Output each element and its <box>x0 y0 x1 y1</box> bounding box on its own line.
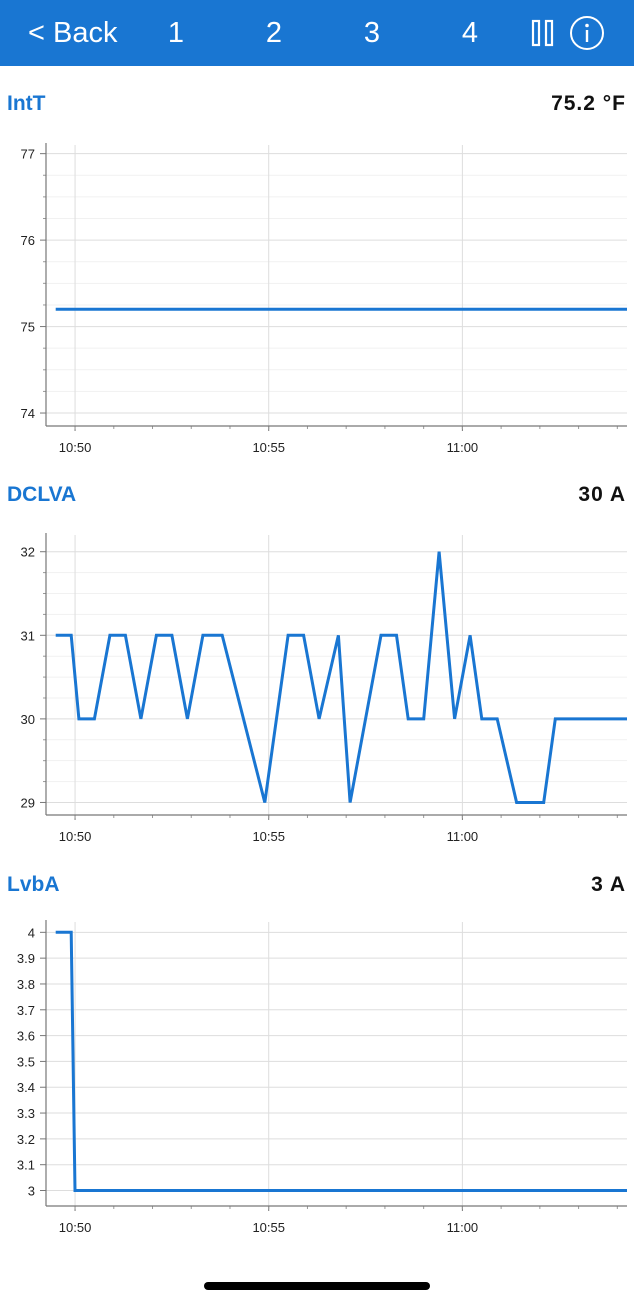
x-tick-label: 10:50 <box>59 829 92 844</box>
x-tick-label: 10:50 <box>59 440 92 455</box>
y-tick-label: 31 <box>21 628 35 643</box>
y-tick-label: 30 <box>21 712 35 727</box>
x-tick-label: 11:00 <box>447 440 479 455</box>
tab-4[interactable]: 4 <box>461 17 479 49</box>
home-indicator <box>204 1282 430 1290</box>
x-tick-label: 10:50 <box>59 1220 92 1235</box>
x-tick-label: 10:55 <box>252 440 285 455</box>
x-tick-label: 11:00 <box>447 1220 479 1235</box>
y-tick-label: 76 <box>21 233 35 248</box>
top-navigation-bar: < Back 1 2 3 4 <box>0 0 634 66</box>
x-tick-label: 11:00 <box>447 829 479 844</box>
y-tick-label: 3.5 <box>17 1054 35 1069</box>
y-tick-label: 4 <box>28 925 35 940</box>
y-tick-label: 29 <box>21 795 35 810</box>
y-tick-label: 74 <box>21 406 35 421</box>
y-tick-label: 77 <box>21 147 35 162</box>
chart-value-intt: 75.2 °F <box>551 92 626 115</box>
chart-title-intt: IntT <box>7 92 46 115</box>
chart-intt: 74 75 76 77 10:50 10:55 11:00 <box>21 143 627 455</box>
y-tick-label: 3.7 <box>17 1003 35 1018</box>
back-button[interactable]: < Back <box>28 17 118 49</box>
chart-value-dclva: 30 A <box>578 483 626 506</box>
chart-dclva: 29 30 31 32 10:50 10:55 11:00 <box>21 533 627 844</box>
tab-1[interactable]: 1 <box>167 17 185 49</box>
y-tick-label: 3 <box>28 1184 35 1199</box>
chart-title-lvba: LvbA <box>7 873 60 896</box>
y-tick-label: 32 <box>21 545 35 560</box>
x-tick-label: 10:55 <box>252 829 285 844</box>
pause-icon[interactable] <box>530 18 556 48</box>
y-tick-label: 3.8 <box>17 977 35 992</box>
x-tick-label: 10:55 <box>252 1220 285 1235</box>
tab-3[interactable]: 3 <box>363 17 381 49</box>
y-tick-label: 3.1 <box>17 1158 35 1173</box>
series-line <box>55 930 627 1192</box>
y-tick-label: 3.9 <box>17 951 35 966</box>
y-tick-label: 75 <box>21 320 35 335</box>
chart-title-dclva: DCLVA <box>7 483 77 506</box>
series-line <box>55 551 627 804</box>
y-tick-label: 3.2 <box>17 1132 35 1147</box>
y-tick-label: 3.6 <box>17 1029 35 1044</box>
y-tick-label: 3.3 <box>17 1106 35 1121</box>
chart-value-lvba: 3 A <box>591 873 626 896</box>
chart-lvba: 3 3.1 3.2 3.3 3.4 3.5 3.6 3.7 3.8 3.9 4 10:50 10:55 1… <box>17 920 627 1235</box>
tab-2[interactable]: 2 <box>265 17 283 49</box>
y-tick-label: 3.4 <box>17 1080 35 1095</box>
info-icon[interactable] <box>569 15 605 51</box>
